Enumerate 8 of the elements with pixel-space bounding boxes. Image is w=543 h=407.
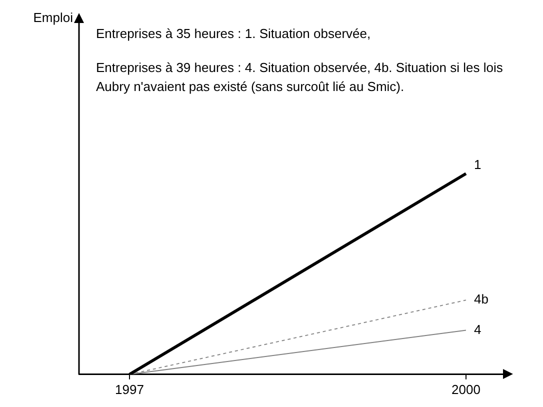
x-tick-label: 1997 xyxy=(115,382,144,397)
x-tick-label: 2000 xyxy=(452,382,480,397)
series-label: 4 xyxy=(474,322,482,337)
text: Emploi xyxy=(33,9,73,27)
text: Entreprises à 39 heures : 4. Situation observée, 4b. Situation si les lois Aubry n'avaient pas existé (sans surcoût lié au Smic). xyxy=(96,59,504,96)
text: Entreprises à 35 heures : 1. Situation observée, xyxy=(96,25,372,43)
series-label: 1 xyxy=(474,157,482,172)
series-label: 4b xyxy=(474,292,488,307)
